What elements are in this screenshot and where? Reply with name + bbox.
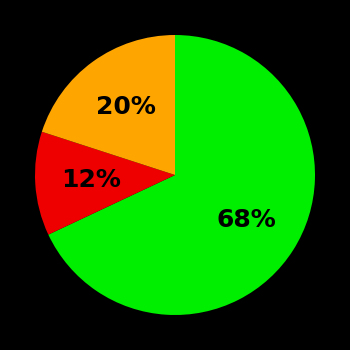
Wedge shape — [48, 35, 315, 315]
Text: 20%: 20% — [96, 95, 155, 119]
Text: 12%: 12% — [61, 168, 121, 192]
Wedge shape — [42, 35, 175, 175]
Wedge shape — [35, 132, 175, 234]
Text: 68%: 68% — [216, 208, 276, 232]
